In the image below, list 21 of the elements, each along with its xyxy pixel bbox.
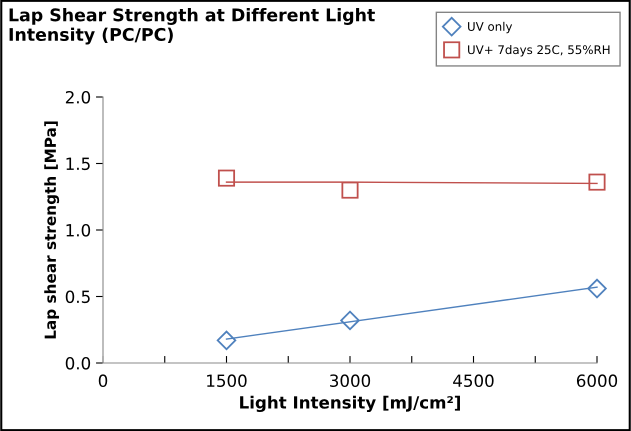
y-tick-label: 0.5 [66,290,90,304]
y-tick-label: 0.0 [66,356,90,370]
point [588,174,606,191]
point [216,330,236,350]
x-tick-label: 1500 [207,374,247,388]
x-tick-label: 4500 [453,374,494,388]
y-axis-title: Lap shear strength [MPa] [44,121,60,338]
chart-title: Lap Shear Strength at Different Light Intensity (PC/PC) [10,8,375,45]
legend-label: UV only [468,22,512,34]
legend-label: UV+ 7days 25C, 55%RH [468,45,610,56]
point [340,310,360,330]
y-tick-label: 1.0 [66,224,90,237]
x-tick-label: 0 [98,374,108,388]
point [587,278,607,298]
point [341,182,359,199]
x-axis-title: Light Intensity [mJ/cm²] [240,396,460,412]
point [218,170,236,187]
x-tick-label: 6000 [576,374,618,388]
y-tick-label: 1.5 [66,158,90,170]
x-tick-label: 3000 [330,374,370,388]
y-tick-label: 2.0 [66,90,90,104]
